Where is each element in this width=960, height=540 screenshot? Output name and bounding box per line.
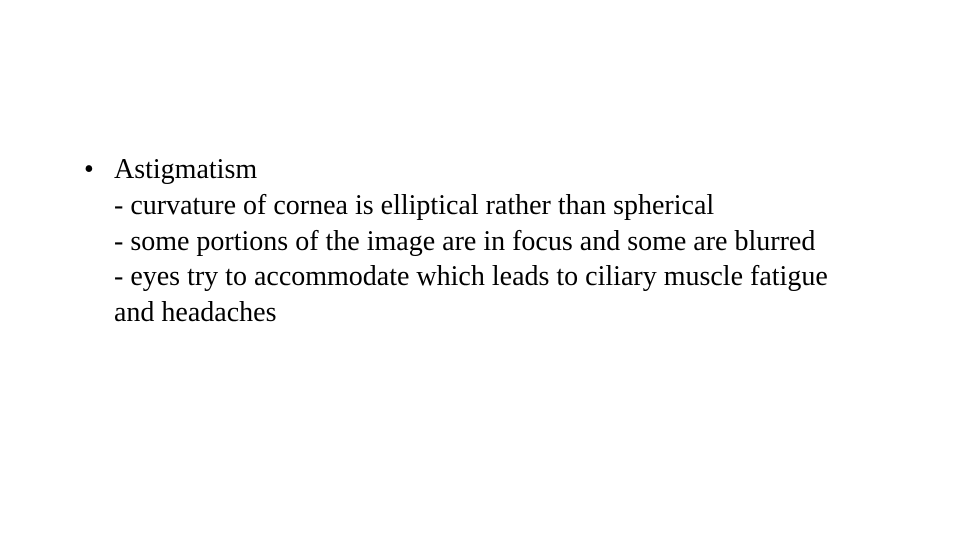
- slide: • Astigmatism - curvature of cornea is e…: [0, 0, 960, 540]
- bullet-line-2: - some portions of the image are in focu…: [114, 224, 844, 260]
- bullet-content: Astigmatism - curvature of cornea is ell…: [114, 152, 844, 331]
- bullet-title: Astigmatism: [114, 152, 844, 188]
- bullet-marker: •: [78, 152, 114, 188]
- bullet-line-1: - curvature of cornea is elliptical rath…: [114, 188, 844, 224]
- bullet-item: • Astigmatism - curvature of cornea is e…: [78, 152, 860, 331]
- bullet-line-3: - eyes try to accommodate which leads to…: [114, 259, 844, 331]
